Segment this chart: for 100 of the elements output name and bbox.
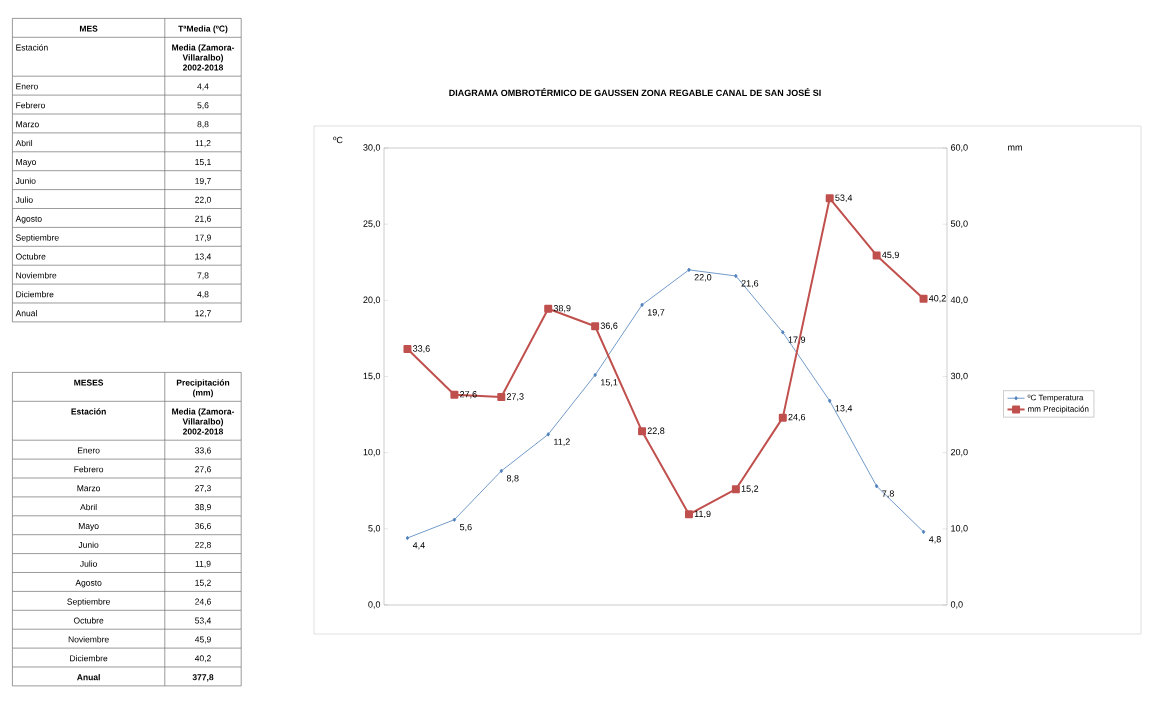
point	[638, 427, 647, 436]
text: 15,2	[195, 579, 211, 587]
text: Septiembre	[15, 234, 59, 243]
point	[919, 294, 928, 303]
text: 11,9	[195, 560, 211, 568]
text: 4,4	[197, 83, 209, 91]
text: Junio	[78, 541, 99, 548]
y2-tick-label: 0,0	[950, 601, 963, 609]
legend-label: ºC Temperatura	[1027, 394, 1084, 402]
text: 27,6	[195, 466, 211, 474]
text: MES	[79, 25, 98, 32]
data-label: 22,0	[694, 274, 712, 282]
chart-title: DIAGRAMA OMBROTÉRMICO DE GAUSSEN ZONA REGABLE CANAL DE SAN JOSÉ SI	[449, 87, 821, 97]
y2-tick-label: 30,0	[950, 372, 968, 381]
y2-tick-label: 40,0	[950, 296, 968, 305]
text: Mayo	[78, 523, 99, 531]
y-tick-label: 25,0	[363, 220, 381, 228]
text: Enero	[16, 83, 38, 90]
point	[499, 468, 504, 474]
point	[593, 372, 597, 378]
text: Enero	[77, 447, 100, 454]
text: Diciembre	[16, 291, 54, 298]
text: Diciembre	[70, 655, 108, 662]
text: 33,6	[195, 447, 211, 455]
text: 22,0	[195, 196, 211, 204]
data-label: 45,9	[882, 251, 899, 260]
text: 5,6	[197, 102, 209, 110]
data-label: 13,4	[835, 405, 853, 413]
text: Marzo	[16, 121, 39, 128]
y-tick-label: 20,0	[363, 296, 381, 305]
point	[872, 251, 881, 260]
y2-tick-label: 20,0	[951, 448, 968, 457]
text: 7,8	[197, 272, 209, 280]
data-label: 15,1	[601, 379, 618, 387]
text: Precipitación (mm)	[176, 379, 230, 398]
y-tick-label: 15,0	[363, 372, 381, 381]
y2-tick-label: 60,0	[951, 144, 968, 152]
text: Julio	[15, 196, 33, 203]
point	[405, 535, 410, 541]
point	[684, 510, 693, 519]
point	[778, 413, 787, 422]
y2-tick-label: 50,0	[950, 220, 968, 228]
point	[921, 529, 926, 535]
text: 19,7	[195, 177, 211, 185]
point	[546, 432, 550, 437]
text: TªMedia (ºC)	[178, 25, 228, 34]
y-tick-label: 30,0	[363, 144, 381, 152]
data-label: 53,4	[835, 194, 853, 202]
data-label: 36,6	[600, 322, 618, 330]
point	[544, 304, 553, 313]
data-label: 7,8	[882, 490, 894, 498]
text: 8,8	[197, 121, 209, 129]
text: Media (Zamora-Villaralbo) 2002-2018	[172, 408, 235, 435]
text: Media (Zamora-Villaralbo) 2002-2018	[172, 44, 235, 71]
data-label: 5,6	[459, 523, 472, 532]
text: Agosto	[75, 579, 102, 588]
text: Octubre	[73, 617, 104, 624]
point	[452, 517, 457, 522]
point	[403, 345, 412, 354]
data-label: 11,2	[554, 438, 570, 447]
y-axis-title: ºC	[333, 136, 343, 144]
text: 4,8	[197, 291, 209, 299]
point	[640, 302, 644, 308]
text: 13,4	[195, 253, 212, 261]
point	[734, 273, 738, 279]
point	[687, 267, 691, 273]
text: Septiembre	[67, 598, 110, 607]
y-tick-label: 10,0	[363, 448, 381, 457]
text: Agosto	[15, 215, 42, 224]
point	[874, 483, 879, 489]
text: 12,7	[195, 310, 211, 318]
data-label: 8,8	[506, 475, 519, 483]
text: 11,2	[195, 140, 211, 148]
data-label: 11,9	[694, 510, 711, 519]
text: Noviembre	[68, 636, 109, 643]
text: Estación	[16, 44, 48, 51]
data-label: 24,6	[788, 413, 806, 422]
data-label: 40,2	[928, 295, 946, 303]
data-label: 22,8	[647, 427, 665, 436]
point	[825, 194, 834, 203]
text: Febrero	[74, 466, 104, 473]
text: Febrero	[16, 102, 46, 109]
data-label: 4,8	[928, 536, 941, 544]
text: 45,9	[194, 636, 211, 644]
text: 377,8	[192, 674, 214, 682]
text: Mayo	[16, 159, 37, 167]
legend-label: mm Precipitación	[1028, 405, 1089, 414]
text: MESES	[74, 379, 104, 386]
text: 53,4	[195, 617, 212, 625]
text: Abril	[80, 503, 97, 511]
data-label: 4,4	[412, 542, 425, 550]
text: 17,9	[195, 234, 211, 242]
text: Noviembre	[16, 272, 57, 279]
data-label: 15,2	[741, 485, 759, 493]
text: 15,1	[195, 159, 211, 167]
y2-axis-title: mm	[1008, 145, 1022, 151]
text: Estación	[71, 408, 106, 415]
point	[827, 398, 832, 404]
data-label: 27,3	[506, 393, 524, 401]
text: 24,6	[195, 598, 211, 606]
